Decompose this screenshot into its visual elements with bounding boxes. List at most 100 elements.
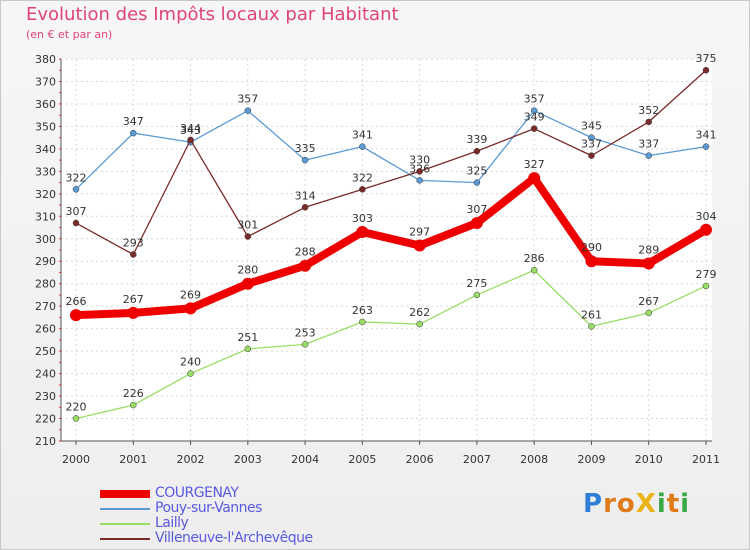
x-tick-label: 2002: [177, 453, 205, 466]
data-point-courgenay: [470, 217, 483, 230]
logo-letter: t: [666, 489, 681, 519]
data-label-courgenay: 269: [180, 288, 201, 301]
y-tick-label: 360: [35, 98, 56, 111]
plot-area: [61, 59, 712, 441]
data-point-courgenay: [299, 259, 312, 272]
data-label-lailly: 262: [409, 306, 430, 319]
data-label-courgenay: 267: [123, 293, 144, 306]
y-tick-label: 350: [35, 120, 56, 133]
data-label-lailly: 261: [581, 308, 602, 321]
data-label-pouy-sur-vannes: 337: [638, 138, 659, 151]
data-point-villeneuve-l-archev-que: [130, 251, 137, 258]
y-tick-label: 340: [35, 143, 56, 156]
series-line-lailly: [75, 269, 707, 420]
legend-label-villeneuve-l-archev-que: Villeneuve-l'Archevêque: [155, 530, 313, 546]
legend-swatch-lailly: [100, 522, 150, 525]
x-tick-label: 2003: [234, 453, 262, 466]
data-label-villeneuve-l-archev-que: 344: [180, 122, 201, 135]
data-label-villeneuve-l-archev-que: 352: [638, 104, 659, 117]
y-tick-label: 300: [35, 233, 56, 246]
data-point-pouy-sur-vannes: [416, 177, 423, 184]
data-point-pouy-sur-vannes: [301, 156, 309, 164]
y-tick-label: 330: [35, 165, 56, 178]
data-point-courgenay: [356, 226, 369, 239]
data-point-courgenay: [700, 223, 712, 236]
data-label-courgenay: 288: [295, 246, 316, 259]
data-label-pouy-sur-vannes: 335: [295, 142, 316, 155]
data-point-lailly: [244, 345, 252, 353]
series-line-pouy-sur-vannes: [75, 110, 707, 190]
chart-subtitle: (en € et par an): [26, 28, 113, 41]
x-tick-label: 2001: [119, 453, 147, 466]
data-label-lailly: 263: [352, 304, 373, 317]
data-label-pouy-sur-vannes: 322: [66, 171, 87, 184]
data-point-villeneuve-l-archev-que: [588, 152, 595, 159]
legend-label-courgenay: COURGENAY: [155, 485, 239, 501]
data-label-villeneuve-l-archev-que: 307: [66, 205, 87, 218]
data-label-lailly: 267: [638, 295, 659, 308]
data-point-pouy-sur-vannes: [530, 107, 538, 114]
logo-letter: i: [656, 489, 667, 519]
y-tick-label: 240: [35, 368, 56, 381]
data-label-courgenay: 266: [66, 295, 87, 308]
data-label-courgenay: 327: [524, 158, 545, 171]
y-tick-label: 280: [35, 278, 56, 291]
data-point-pouy-sur-vannes: [473, 179, 481, 186]
y-tick-label: 290: [35, 255, 56, 268]
data-label-pouy-sur-vannes: 341: [352, 129, 373, 142]
data-label-lailly: 253: [295, 326, 316, 339]
data-label-pouy-sur-vannes: 345: [581, 120, 602, 133]
data-point-lailly: [473, 291, 481, 299]
data-point-villeneuve-l-archev-que: [473, 147, 481, 155]
y-tick-label: 380: [35, 53, 56, 66]
data-label-villeneuve-l-archev-que: 337: [581, 138, 602, 151]
data-point-villeneuve-l-archev-que: [244, 233, 252, 240]
data-label-courgenay: 290: [581, 241, 602, 254]
x-tick-label: 2009: [577, 453, 605, 466]
data-label-lailly: 220: [66, 401, 87, 414]
data-label-courgenay: 280: [237, 264, 258, 277]
data-point-pouy-sur-vannes: [702, 143, 710, 150]
logo-letter: r: [603, 489, 617, 519]
legend-label-lailly: Lailly: [155, 515, 189, 531]
x-tick-label: 2008: [520, 453, 548, 466]
data-point-lailly: [301, 341, 309, 348]
data-label-lailly: 279: [696, 268, 717, 281]
x-tick-label: 2010: [635, 453, 663, 466]
data-point-pouy-sur-vannes: [130, 129, 137, 137]
data-label-villeneuve-l-archev-que: 301: [237, 219, 258, 232]
data-point-lailly: [72, 415, 80, 422]
legend-swatch-villeneuve-l-archev-que: [100, 537, 150, 540]
logo-letter: i: [680, 489, 691, 519]
y-tick-label: 250: [35, 345, 56, 358]
data-point-courgenay: [585, 255, 598, 268]
data-point-lailly: [416, 320, 423, 328]
data-label-pouy-sur-vannes: 343: [180, 124, 201, 137]
logo-letter: o: [616, 489, 636, 519]
data-point-courgenay: [642, 257, 655, 270]
y-tick-label: 260: [35, 323, 56, 336]
data-point-pouy-sur-vannes: [645, 152, 652, 159]
legend-label-pouy-sur-vannes: Pouy-sur-Vannes: [155, 500, 262, 516]
data-point-lailly: [187, 370, 194, 377]
data-label-pouy-sur-vannes: 357: [524, 93, 545, 106]
data-label-villeneuve-l-archev-que: 322: [352, 171, 373, 184]
data-point-lailly: [645, 309, 652, 317]
y-tick-label: 270: [35, 300, 56, 313]
data-point-courgenay: [70, 309, 82, 322]
data-point-villeneuve-l-archev-que: [72, 219, 80, 227]
x-tick-label: 2007: [463, 453, 491, 466]
y-tick-label: 220: [35, 413, 56, 426]
data-point-lailly: [359, 318, 366, 326]
data-label-lailly: 275: [466, 277, 487, 290]
data-label-lailly: 251: [237, 331, 258, 344]
x-tick-label: 2004: [291, 453, 319, 466]
data-label-villeneuve-l-archev-que: 330: [409, 153, 430, 166]
data-label-villeneuve-l-archev-que: 293: [123, 236, 144, 249]
y-tick-label: 310: [35, 210, 56, 223]
logo-letter: X: [635, 489, 657, 519]
proxiti-logo: ProXiti: [583, 489, 690, 519]
legend-swatch-pouy-sur-vannes: [100, 507, 150, 510]
logo-letter: P: [583, 489, 604, 519]
